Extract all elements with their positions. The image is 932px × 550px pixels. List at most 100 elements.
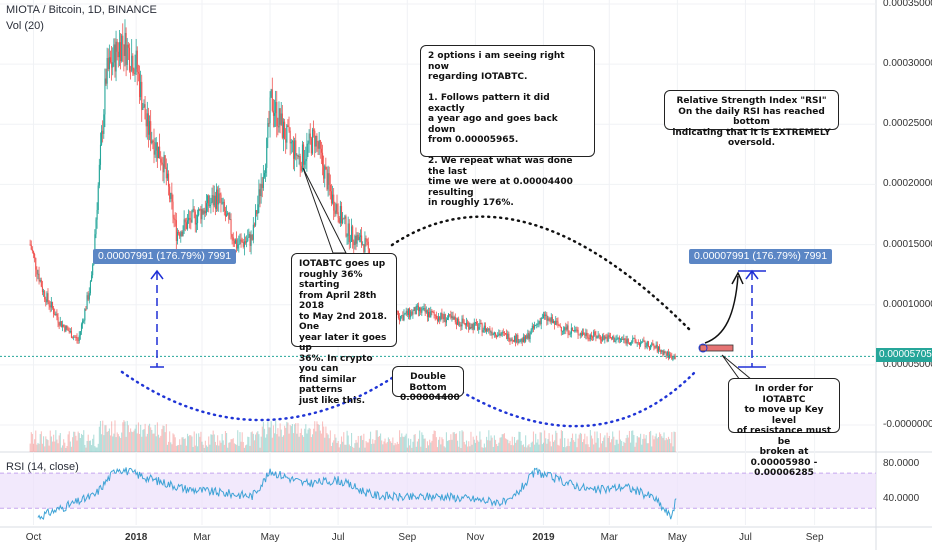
measure-tag-right[interactable]: 0.00007991 (176.79%) 7991 — [689, 249, 833, 264]
candle-body — [641, 341, 643, 343]
candle-body — [224, 210, 227, 217]
volume-bar — [296, 433, 298, 452]
volume-bar — [449, 439, 451, 452]
volume-bar — [211, 434, 213, 452]
volume-bar — [660, 434, 662, 452]
volume-bar — [410, 438, 412, 452]
candle-body — [640, 342, 642, 346]
volume-bar — [547, 439, 549, 452]
volume-bar — [247, 436, 249, 452]
volume-bar — [239, 432, 241, 452]
volume-bar — [69, 441, 71, 452]
volume-bar — [425, 447, 427, 452]
volume-bar — [577, 438, 579, 452]
candle-body — [134, 68, 136, 74]
volume-bar — [652, 435, 654, 452]
volume-bar — [436, 447, 439, 452]
volume-bar — [92, 438, 94, 452]
volume-bar — [111, 421, 113, 452]
volume-bar — [512, 445, 514, 452]
candle-body — [40, 280, 42, 287]
volume-bar — [55, 430, 57, 452]
volume-bar — [168, 441, 170, 452]
candle-body — [203, 210, 205, 214]
candle-body — [131, 55, 133, 71]
candle-body — [541, 318, 543, 319]
candle-body — [353, 241, 355, 246]
volume-bar — [491, 437, 493, 452]
volume-bar — [515, 442, 517, 452]
volume-bar — [415, 446, 417, 452]
x-tick-label: May — [667, 532, 687, 543]
volume-bar — [208, 436, 210, 452]
candle-body — [320, 148, 322, 153]
volume-bar — [605, 447, 607, 452]
volume-bar — [87, 434, 89, 452]
candle-body — [585, 332, 587, 336]
volume-bar — [237, 430, 239, 452]
candle-body — [343, 218, 345, 220]
candle-body — [230, 219, 232, 235]
volume-indicator-label[interactable]: Vol (20) — [6, 20, 44, 32]
candle-body — [261, 183, 263, 188]
candle-body — [458, 318, 460, 326]
candle-body — [313, 129, 315, 131]
candle-body — [563, 330, 565, 332]
volume-bar — [31, 433, 33, 452]
candle-body — [407, 308, 410, 315]
candle-body — [334, 210, 336, 214]
volume-bar — [53, 434, 55, 452]
double-bottom-note[interactable]: Double Bottom 0.00004400 — [392, 366, 464, 403]
volume-bar — [132, 432, 134, 452]
candle-body — [351, 226, 353, 242]
options-note[interactable]: 2 options i am seeing right now regardin… — [420, 45, 595, 208]
volume-bar — [348, 444, 350, 452]
rsi-line — [37, 467, 677, 520]
volume-bar — [366, 442, 368, 452]
volume-bar — [122, 422, 124, 452]
resistance-note[interactable]: In order for IOTABTC to move up Key leve… — [728, 378, 840, 478]
candle-body — [47, 293, 49, 302]
pattern-note[interactable]: IOTABTC goes up roughly 36% starting fro… — [291, 253, 397, 406]
volume-bar — [471, 444, 473, 452]
x-tick-label: Jul — [331, 532, 345, 543]
measure-tag-left[interactable]: 0.00007991 (176.79%) 7991 — [93, 249, 237, 264]
candle-body — [191, 209, 193, 223]
candle-body — [497, 335, 499, 338]
volume-bar — [595, 442, 597, 452]
candle-body — [193, 208, 195, 212]
volume-bar — [164, 432, 166, 452]
candle-body — [115, 41, 117, 72]
volume-bar — [253, 440, 256, 452]
volume-bar — [322, 421, 324, 452]
x-tick-label: Jul — [739, 532, 752, 543]
volume-bar — [592, 438, 594, 452]
candle-body — [299, 156, 301, 167]
volume-bar — [600, 443, 603, 452]
volume-bar — [404, 435, 406, 452]
candle-body — [605, 336, 607, 338]
rsi-note[interactable]: Relative Strength Index "RSI" On the dai… — [664, 90, 839, 148]
candle-body — [288, 126, 290, 131]
candle-body — [521, 338, 523, 343]
candle-body — [60, 321, 62, 328]
volume-bar — [304, 428, 306, 452]
volume-bar — [142, 429, 144, 452]
volume-bar — [431, 440, 433, 452]
candle-body — [417, 305, 420, 312]
volume-bar — [227, 447, 229, 452]
candle-body — [467, 322, 469, 324]
candle-body — [333, 194, 335, 211]
volume-bar — [430, 442, 432, 452]
candle-body — [179, 233, 181, 237]
candle-body — [546, 314, 548, 321]
candle-body — [326, 169, 328, 190]
candle-body — [564, 327, 566, 331]
candle-body — [319, 140, 321, 149]
candle-body — [128, 47, 131, 71]
volume-bar — [416, 441, 418, 452]
rsi-indicator-label[interactable]: RSI (14, close) — [6, 461, 79, 473]
candle-body — [207, 195, 209, 204]
candle-body — [89, 281, 91, 294]
candle-body — [296, 154, 298, 156]
